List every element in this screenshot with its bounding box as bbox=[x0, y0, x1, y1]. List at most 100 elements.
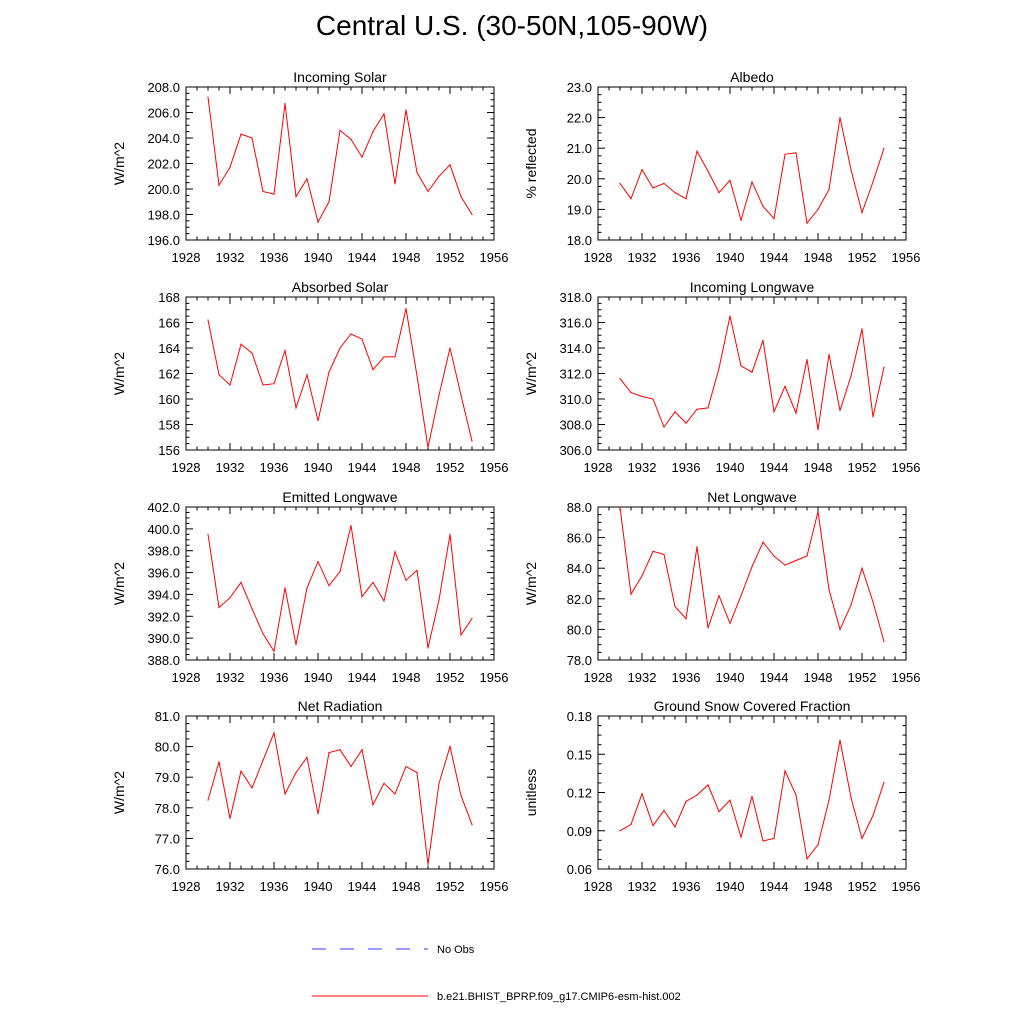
data-point bbox=[773, 411, 775, 413]
x-tick-label: 1936 bbox=[672, 670, 701, 685]
panel-title: Net Longwave bbox=[707, 489, 797, 505]
plot-frame bbox=[597, 715, 907, 870]
data-point bbox=[663, 182, 665, 184]
x-tick-label: 1948 bbox=[804, 460, 833, 475]
data-point bbox=[427, 863, 429, 866]
data-point bbox=[218, 761, 220, 763]
data-point bbox=[696, 150, 698, 152]
series-line bbox=[619, 506, 885, 642]
x-tick-label: 1948 bbox=[392, 670, 421, 685]
data-point bbox=[619, 830, 621, 832]
data-point bbox=[284, 587, 286, 589]
data-point bbox=[861, 211, 863, 214]
y-tick-label: 0.12 bbox=[567, 786, 592, 801]
x-tick-label: 1936 bbox=[672, 250, 701, 265]
data-point bbox=[372, 131, 374, 133]
x-tick-label: 1956 bbox=[892, 879, 921, 894]
x-tick-label: 1952 bbox=[436, 670, 465, 685]
series-line bbox=[207, 308, 473, 448]
data-point bbox=[405, 579, 407, 581]
data-point bbox=[652, 187, 654, 189]
panel-title: Emitted Longwave bbox=[282, 489, 397, 505]
x-tick-label: 1944 bbox=[348, 460, 377, 475]
x-tick-label: 1956 bbox=[480, 879, 509, 894]
data-point bbox=[438, 782, 440, 784]
y-tick-label: 202.0 bbox=[147, 157, 180, 172]
panel-net-radiation: 1928 1932 1936 1940 1944 1948 1952 1956 76.0 77.0… bbox=[111, 698, 508, 894]
data-point bbox=[427, 647, 429, 649]
x-tick-label: 1928 bbox=[584, 879, 613, 894]
y-axis-label: W/m^2 bbox=[111, 142, 127, 185]
x-tick-label: 1936 bbox=[260, 879, 289, 894]
data-point bbox=[883, 641, 885, 643]
data-point bbox=[630, 198, 632, 200]
data-point bbox=[729, 799, 731, 801]
data-point bbox=[828, 353, 830, 355]
data-point bbox=[273, 650, 275, 652]
data-point bbox=[427, 446, 429, 449]
data-point bbox=[350, 765, 352, 768]
x-tick-label: 1952 bbox=[436, 460, 465, 475]
y-tick-label: 400.0 bbox=[147, 522, 180, 537]
data-point bbox=[619, 182, 621, 184]
x-tick-label: 1936 bbox=[260, 250, 289, 265]
plot-frame bbox=[185, 296, 495, 451]
data-point bbox=[251, 137, 253, 139]
x-tick-label: 1952 bbox=[436, 250, 465, 265]
data-point bbox=[630, 823, 632, 825]
y-tick-label: 76.0 bbox=[155, 862, 180, 877]
x-tick-label: 1936 bbox=[260, 460, 289, 475]
x-tick-label: 1948 bbox=[392, 250, 421, 265]
x-tick-label: 1932 bbox=[628, 250, 657, 265]
data-point bbox=[449, 533, 451, 535]
data-point bbox=[383, 600, 385, 602]
data-point bbox=[207, 533, 209, 535]
data-point bbox=[262, 190, 264, 193]
data-point bbox=[295, 772, 297, 774]
data-point bbox=[762, 205, 764, 207]
data-point bbox=[460, 634, 462, 636]
data-point bbox=[773, 837, 775, 840]
data-point bbox=[284, 793, 286, 795]
data-point bbox=[883, 781, 885, 783]
data-point bbox=[460, 794, 462, 797]
data-point bbox=[350, 333, 352, 335]
data-point bbox=[394, 183, 396, 185]
y-tick-label: 23.0 bbox=[567, 80, 592, 95]
y-tick-label: 200.0 bbox=[147, 182, 180, 197]
y-tick-label: 21.0 bbox=[567, 141, 592, 156]
data-point bbox=[817, 429, 819, 431]
data-point bbox=[641, 793, 643, 795]
x-tick-label: 1956 bbox=[480, 250, 509, 265]
y-tick-label: 80.0 bbox=[155, 740, 180, 755]
y-tick-label: 0.09 bbox=[567, 824, 592, 839]
x-tick-label: 1932 bbox=[628, 670, 657, 685]
data-point bbox=[685, 198, 687, 200]
data-point bbox=[229, 166, 231, 168]
y-tick-label: 162 bbox=[158, 367, 180, 382]
x-tick-label: 1952 bbox=[848, 460, 877, 475]
y-axis-label: W/m^2 bbox=[523, 352, 539, 395]
x-tick-label: 1952 bbox=[848, 879, 877, 894]
x-tick-label: 1944 bbox=[348, 250, 377, 265]
data-point bbox=[861, 328, 863, 330]
data-point bbox=[850, 375, 852, 377]
x-tick-label: 1948 bbox=[392, 460, 421, 475]
x-tick-label: 1948 bbox=[804, 879, 833, 894]
data-point bbox=[740, 365, 742, 367]
data-point bbox=[328, 585, 330, 587]
data-point bbox=[339, 347, 341, 349]
x-tick-label: 1936 bbox=[260, 670, 289, 685]
x-tick-label: 1944 bbox=[760, 879, 789, 894]
x-tick-label: 1932 bbox=[216, 670, 245, 685]
y-axis-label: W/m^2 bbox=[111, 771, 127, 814]
x-tick-label: 1944 bbox=[348, 879, 377, 894]
data-point bbox=[762, 339, 764, 341]
x-tick-label: 1944 bbox=[760, 460, 789, 475]
data-point bbox=[218, 184, 220, 186]
data-point bbox=[883, 147, 885, 149]
panel-ground-snow-covered-fraction: 1928 1932 1936 1940 1944 1948 1952 1956 0.06 0.09… bbox=[523, 698, 920, 894]
panel-absorbed-solar: 1928 1932 1936 1940 1944 1948 1952 1956 156 158 16… bbox=[111, 279, 508, 475]
x-tick-label: 1940 bbox=[716, 879, 745, 894]
data-point bbox=[251, 787, 253, 789]
